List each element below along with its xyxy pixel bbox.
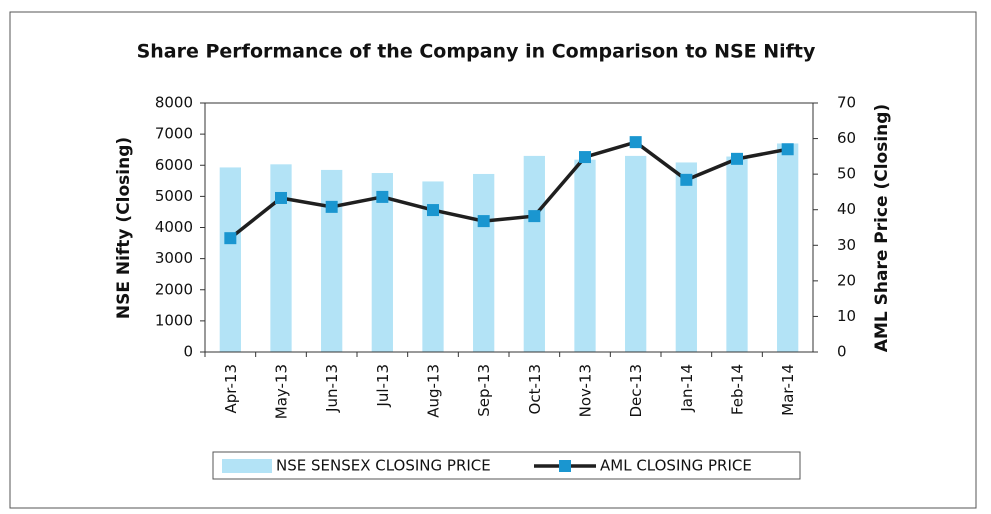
x-tick-label: Aug-13 — [425, 364, 443, 418]
bar — [726, 156, 748, 352]
chart-title: Share Performance of the Company in Comp… — [137, 41, 816, 63]
bar — [777, 143, 799, 352]
x-tick-label: Mar-14 — [779, 364, 797, 416]
line — [229, 140, 788, 240]
y2-tick-label: 60 — [837, 129, 856, 147]
x-tick-label: Jul-13 — [374, 364, 392, 408]
x-tick-label: Apr-13 — [222, 364, 240, 414]
bar — [675, 162, 697, 352]
x-tick-label: Dec-13 — [627, 364, 645, 418]
y-tick-label: 5000 — [155, 187, 193, 205]
y-tick-label: 4000 — [155, 218, 193, 236]
x-tick-label: Nov-13 — [577, 364, 595, 417]
y-tick-label: 7000 — [155, 125, 193, 143]
marker — [629, 136, 642, 149]
marker — [224, 232, 237, 245]
bar — [625, 155, 647, 352]
marker — [680, 173, 693, 186]
bar — [473, 173, 495, 352]
marker — [427, 204, 439, 217]
plot-frame — [204, 102, 814, 353]
legend-label: NSE SENSEX CLOSING PRICE — [276, 457, 491, 475]
x-tick-label: Sep-13 — [475, 364, 493, 417]
y2-tick-label: 0 — [837, 343, 847, 361]
marker — [579, 151, 591, 164]
legend-box — [212, 451, 801, 480]
marker — [477, 215, 490, 228]
x-tick-label: Oct-13 — [526, 364, 544, 414]
legend-marker — [559, 460, 571, 472]
y-tick-label: 0 — [183, 343, 193, 361]
legend-swatch — [222, 459, 272, 473]
y-tick-label: 3000 — [155, 249, 193, 267]
marker — [275, 191, 287, 204]
marker — [325, 200, 338, 213]
y-tick-label: 2000 — [155, 280, 193, 298]
y2-tick-label: 30 — [837, 236, 856, 254]
frame — [9, 11, 977, 509]
y2-tick-label: 40 — [837, 200, 856, 218]
y-axis-title: NSE Nifty (Closing) — [114, 137, 134, 319]
y-tick-label: 8000 — [155, 94, 193, 112]
x-tick-label: Jan-14 — [678, 364, 696, 413]
bar — [371, 173, 393, 352]
bar — [270, 164, 292, 352]
bar — [219, 167, 241, 352]
x-tick-label: Jun-13 — [323, 364, 341, 413]
y2-axis-title: AML Share Price (Closing) — [872, 104, 892, 352]
bar — [321, 169, 343, 352]
y2-tick-label: 50 — [837, 165, 856, 183]
x-tick-label: Feb-14 — [729, 364, 747, 415]
y2-tick-label: 20 — [837, 271, 856, 289]
bar — [574, 159, 596, 352]
y-tick-label: 1000 — [155, 311, 193, 329]
bar — [422, 181, 444, 352]
marker — [781, 143, 794, 156]
marker — [528, 210, 541, 223]
bar — [523, 155, 545, 352]
x-tick-label: May-13 — [273, 364, 291, 419]
y2-tick-label: 10 — [837, 307, 856, 325]
y-tick-label: 6000 — [155, 156, 193, 174]
y2-tick-label: 70 — [837, 94, 856, 112]
marker — [731, 152, 743, 165]
legend-label: AML CLOSING PRICE — [600, 457, 752, 475]
marker — [376, 190, 389, 203]
